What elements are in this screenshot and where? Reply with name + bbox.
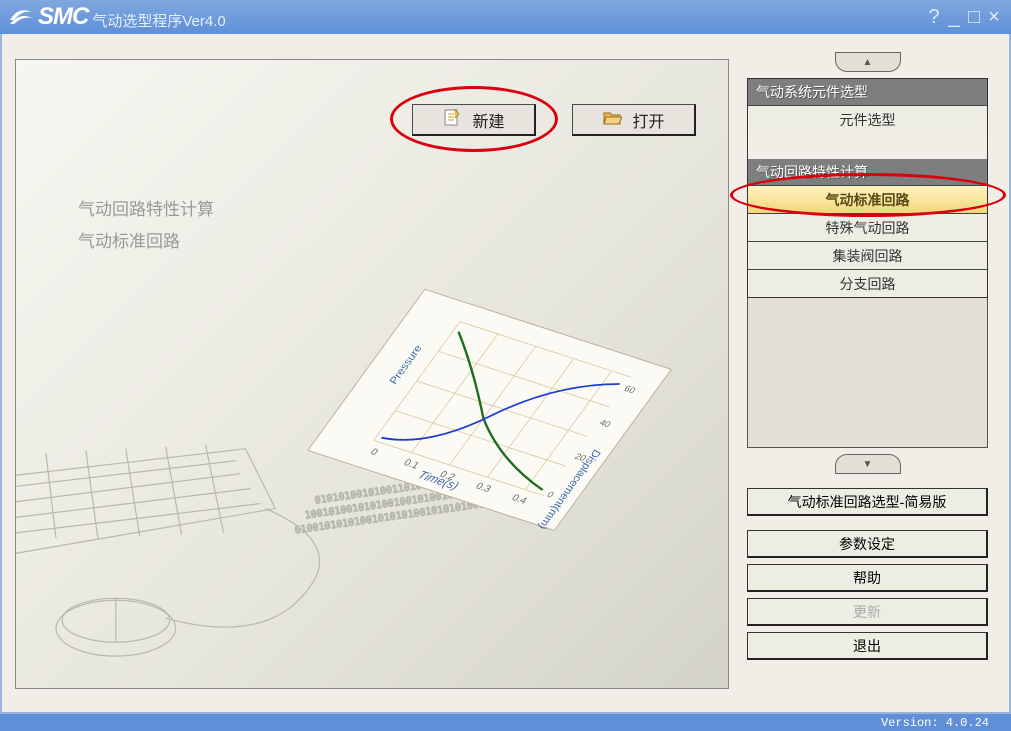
chevron-down-icon: ▼	[863, 459, 873, 470]
svg-text:010010101010010101010010101010: 0100101010100101010100101010100100	[294, 497, 497, 536]
exit-button[interactable]: 退出	[747, 632, 988, 660]
svg-text:60: 60	[622, 384, 638, 395]
panel-component-selection: 气动系统元件选型 元件选型 气动回路特性计算 气动标准回路 特殊气动回路 集装阀…	[747, 78, 988, 298]
sidebar-item-component[interactable]: 元件选型	[748, 105, 987, 133]
svg-text:0.4: 0.4	[509, 493, 529, 506]
open-icon	[602, 107, 622, 132]
close-icon[interactable]: ×	[985, 6, 1003, 29]
svg-text:0: 0	[545, 490, 556, 500]
app-title: 气动选型程序Ver4.0	[92, 10, 225, 31]
utility-buttons: 参数设定 帮助 更新 退出	[747, 530, 988, 660]
scroll-up-tab[interactable]: ▲	[835, 52, 901, 72]
update-button[interactable]: 更新	[747, 598, 988, 626]
svg-text:Displacement(mm): Displacement(mm)	[535, 448, 603, 530]
logo-swirl-icon	[8, 4, 34, 30]
sidebar-item-manifold-circuit[interactable]: 集装阀回路	[748, 241, 987, 269]
sidebar-item-branch-circuit[interactable]: 分支回路	[748, 269, 987, 297]
help-button[interactable]: 帮助	[747, 564, 988, 592]
new-button-label: 新建	[472, 108, 504, 132]
background-sketch: 0101010010100110101001010101001010 10010…	[16, 60, 728, 688]
panel2-header: 气动回路特性计算	[748, 159, 987, 185]
svg-text:0.2: 0.2	[437, 470, 457, 483]
hint-line2: 气动标准回路	[78, 226, 214, 258]
main-pane: 0101010010100110101001010101001010 10010…	[15, 59, 729, 689]
svg-text:40: 40	[597, 418, 613, 429]
panel1-header: 气动系统元件选型	[748, 79, 987, 105]
hint-line1: 气动回路特性计算	[78, 194, 214, 226]
maximize-icon[interactable]: □	[965, 6, 983, 29]
client-area: 0101010010100110101001010101001010 10010…	[0, 34, 1011, 714]
svg-text:0: 0	[368, 447, 380, 458]
sidebar-spacer	[747, 298, 988, 448]
sidebar-item-special-circuit[interactable]: 特殊气动回路	[748, 213, 987, 241]
sidebar: ▲ 气动系统元件选型 元件选型 气动回路特性计算 气动标准回路 特殊气动回路 集…	[747, 52, 988, 692]
version-label: Version: 4.0.24	[881, 716, 989, 730]
svg-text:010101001010011010100101010100: 0101010010100110101001010101001010	[314, 467, 517, 506]
new-button[interactable]: 新建	[412, 104, 536, 136]
simple-mode-button[interactable]: 气动标准回路选型-简易版	[747, 488, 988, 516]
sidebar-item-standard-circuit[interactable]: 气动标准回路	[748, 185, 987, 213]
svg-text:100101001010100100101001010010: 1001010010101001001010010100101010	[304, 482, 507, 521]
help-icon[interactable]: ?	[925, 6, 943, 29]
app-logo: SMC	[8, 3, 88, 31]
svg-text:20: 20	[573, 452, 589, 463]
titlebar: SMC 气动选型程序Ver4.0 ? _ □ ×	[0, 0, 1011, 34]
minimize-icon[interactable]: _	[945, 6, 963, 29]
svg-text:0.3: 0.3	[473, 481, 493, 494]
new-icon	[442, 107, 462, 132]
open-button[interactable]: 打开	[572, 104, 696, 136]
scroll-down-tab[interactable]: ▼	[835, 454, 901, 474]
logo-text: SMC	[38, 3, 88, 31]
svg-text:0.1: 0.1	[401, 458, 421, 471]
svg-text:Time(s): Time(s)	[415, 468, 462, 492]
open-button-label: 打开	[632, 108, 664, 132]
statusbar: Version: 4.0.24	[0, 714, 1011, 731]
hint-text: 气动回路特性计算 气动标准回路	[78, 194, 214, 259]
chevron-up-icon: ▲	[863, 57, 873, 68]
settings-button[interactable]: 参数设定	[747, 530, 988, 558]
svg-text:Pressure: Pressure	[387, 344, 425, 385]
